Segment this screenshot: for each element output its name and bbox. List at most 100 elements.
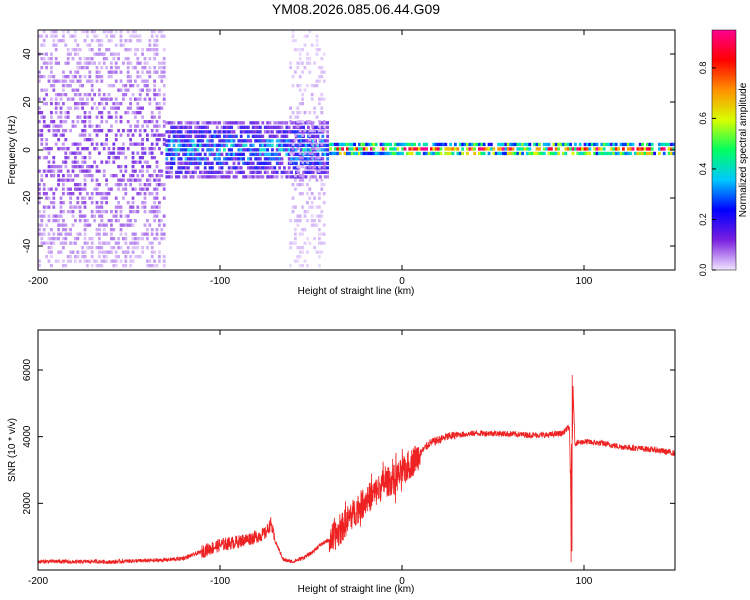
spectrogram-cell — [294, 219, 297, 223]
spectrogram-cell — [158, 66, 161, 70]
spectrogram-cell — [141, 142, 144, 146]
spectrogram-cell — [365, 147, 368, 151]
spectrogram-cell — [177, 170, 181, 174]
spectrogram-cell — [119, 151, 123, 155]
spectrogram-cell — [463, 142, 467, 147]
spectrogram-cell — [306, 34, 309, 38]
y-tick-label: -40 — [22, 238, 33, 253]
spectrogram-cell — [511, 142, 515, 147]
spectrogram-cell — [299, 125, 303, 129]
spectrogram-cell — [38, 34, 41, 38]
spectrogram-cell — [196, 130, 200, 134]
spectrogram-cell — [40, 111, 44, 115]
spectrogram-cell — [83, 93, 87, 97]
spectrogram-cell — [136, 210, 140, 214]
spectrogram-cell — [667, 142, 671, 147]
spectrogram-cell — [95, 79, 99, 83]
spectrogram-cell — [100, 223, 104, 227]
spectrogram-cell — [259, 175, 262, 179]
spectrogram-cell — [62, 219, 65, 223]
spectrogram-cell — [93, 34, 96, 38]
spectrogram-cell — [126, 111, 130, 115]
spectrogram-cell — [114, 30, 118, 34]
spectrogram-cell — [247, 148, 250, 152]
spectrogram-cell — [62, 39, 65, 43]
spectrogram-cell — [59, 93, 63, 97]
spectrogram-cell — [143, 223, 147, 227]
spectrogram-cell — [301, 97, 304, 101]
spectrogram-cell — [88, 237, 92, 241]
spectrogram-cell — [59, 115, 63, 119]
spectrogram-cell — [303, 43, 307, 47]
spectrogram-cell — [146, 237, 149, 241]
spectrogram-cell — [263, 139, 267, 143]
spectrogram-cell — [83, 214, 87, 218]
spectrogram-cell — [301, 102, 304, 106]
spectrogram-cell — [326, 161, 329, 165]
spectrogram-cell — [98, 75, 101, 79]
spectrogram-cell — [50, 52, 53, 56]
spectrogram-cell — [86, 61, 89, 65]
spectrogram-cell — [218, 152, 221, 156]
spectrogram-cell — [254, 157, 257, 161]
spectrogram-cell — [326, 134, 329, 138]
spectrogram-cell — [242, 143, 245, 147]
spectrogram-cell — [650, 147, 654, 151]
spectrogram-cell — [153, 196, 156, 200]
spectrogram-cell — [119, 223, 123, 227]
spectrogram-cell — [350, 151, 354, 156]
spectrogram-cell — [81, 160, 84, 164]
spectrogram-cell — [261, 134, 265, 138]
spectrogram-cell — [88, 133, 92, 137]
spectrogram-cell — [86, 66, 89, 70]
spectrogram-cell — [177, 166, 181, 170]
spectrogram-cell — [292, 161, 296, 165]
spectrogram-cell — [398, 142, 402, 147]
spectrogram-cell — [353, 151, 356, 156]
spectrogram-cell — [322, 192, 326, 196]
spectrogram-cell — [88, 43, 92, 47]
spectrogram-cell — [134, 79, 137, 83]
spectrogram-cell — [102, 97, 106, 101]
spectrogram-cell — [480, 151, 484, 156]
spectrogram-cell — [153, 259, 156, 263]
spectrogram-cell — [165, 157, 169, 161]
spectrogram-cell — [136, 106, 140, 110]
spectrogram-cell — [295, 130, 298, 134]
spectrogram-cell — [225, 175, 229, 179]
spectrogram-cell — [313, 246, 316, 250]
spectrogram-cell — [296, 169, 300, 173]
spectrogram-cell — [291, 205, 295, 209]
spectrogram-cell — [66, 97, 70, 101]
spectrogram-cell — [119, 178, 123, 182]
spectrogram-cell — [100, 79, 104, 83]
spectrogram-cell — [117, 102, 120, 106]
spectrogram-cell — [86, 223, 89, 227]
spectrogram-cell — [117, 241, 120, 245]
spectrogram-cell — [170, 157, 173, 161]
spectrogram-cell — [187, 139, 190, 143]
spectrogram-cell — [146, 124, 149, 128]
spectrogram-cell — [179, 170, 183, 174]
spectrogram-cell — [184, 143, 188, 147]
spectrogram-cell — [52, 196, 56, 200]
spectrogram-cell — [521, 147, 524, 151]
spectrogram-cell — [136, 192, 140, 196]
spectrogram-cell — [42, 210, 46, 214]
spectrogram-cell — [643, 147, 647, 151]
spectrogram-cell — [667, 151, 671, 156]
spectrogram-cell — [47, 79, 51, 83]
spectrogram-cell — [315, 214, 319, 218]
spectrogram-cell — [59, 201, 63, 205]
spectrogram-cell — [124, 255, 128, 259]
spectrogram-cell — [86, 246, 89, 250]
spectrogram-cell — [552, 142, 556, 147]
spectrogram-cell — [313, 61, 316, 65]
spectrogram-cell — [52, 160, 56, 164]
spectrogram-cell — [256, 166, 260, 170]
spectrogram-cell — [146, 48, 149, 52]
spectrogram-cell — [162, 93, 166, 97]
spectrogram-cell — [105, 48, 108, 52]
spectrogram-cell — [289, 120, 292, 124]
spectrogram-cell — [62, 129, 65, 133]
